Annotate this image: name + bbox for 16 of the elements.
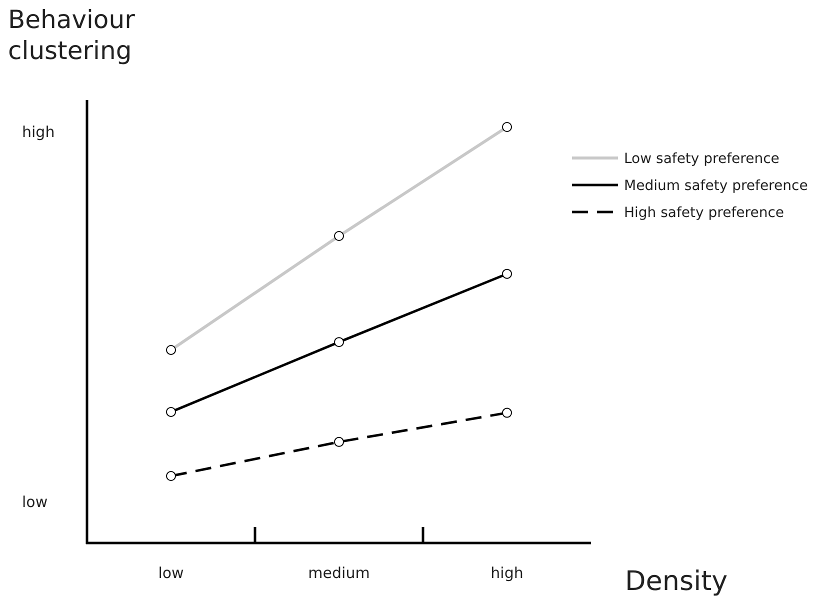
point — [502, 408, 512, 418]
x-tick-label: low — [158, 564, 184, 582]
point — [166, 406, 176, 417]
x-tick-label: medium — [308, 564, 370, 582]
point — [334, 337, 344, 348]
text: low — [22, 493, 48, 511]
legend-label: Low safety preference — [624, 151, 780, 167]
text: high — [22, 123, 55, 141]
legend-label: Medium safety preference — [624, 178, 808, 194]
x-axis-title: Density — [625, 566, 728, 597]
legend-label: High safety preference — [624, 205, 784, 221]
y-axis-title: Behaviour clustering — [8, 5, 136, 65]
point — [166, 471, 176, 482]
x-tick-label: high — [490, 564, 524, 582]
point — [502, 268, 512, 279]
point — [334, 436, 344, 447]
